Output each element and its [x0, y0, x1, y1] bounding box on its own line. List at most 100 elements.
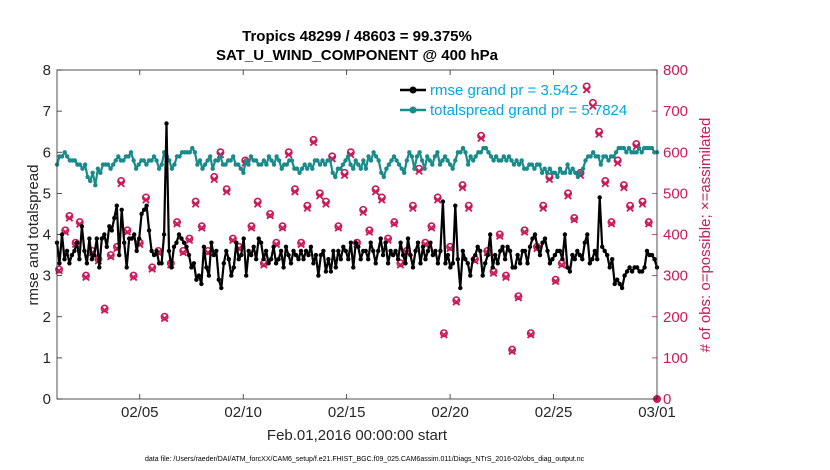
- spread-point: [271, 162, 277, 167]
- spread-point: [427, 158, 432, 163]
- rmse-point: [600, 244, 605, 249]
- rmse-point: [502, 257, 508, 262]
- spread-point: [113, 158, 118, 163]
- rmse-point: [146, 228, 152, 233]
- obs-possible-point: [278, 222, 287, 231]
- rmse-point: [425, 248, 431, 254]
- spread-point: [539, 170, 545, 175]
- rmse-point: [276, 257, 281, 262]
- rmse-point: [296, 257, 301, 262]
- y2-tick-label: 200: [663, 309, 688, 326]
- spread-point: [396, 162, 402, 167]
- rmse-point: [610, 257, 615, 262]
- rmse-point: [545, 248, 550, 254]
- spread-point: [570, 166, 575, 171]
- rmse-point: [465, 261, 470, 266]
- rmse-point: [189, 265, 194, 270]
- rmse-point: [298, 248, 304, 254]
- obs-possible-point: [452, 296, 461, 305]
- rmse-point: [557, 248, 563, 254]
- spread-point: [190, 145, 195, 151]
- rmse-point: [184, 244, 189, 249]
- rmse-point: [311, 261, 316, 266]
- obs-assimilated-point: [359, 208, 368, 217]
- rmse-point: [530, 236, 535, 241]
- spread-point: [259, 162, 264, 167]
- rmse-point: [505, 244, 510, 249]
- spread-point: [333, 174, 338, 180]
- rmse-point: [622, 273, 627, 278]
- rmse-point: [517, 261, 523, 266]
- rmse-point: [102, 232, 107, 237]
- spread-point: [399, 166, 404, 171]
- obs-assimilated-point: [526, 331, 535, 339]
- spread-point: [72, 158, 78, 163]
- rmse-point: [478, 248, 483, 254]
- rmse-point: [256, 236, 261, 241]
- obs-possible-point: [501, 271, 510, 280]
- spread-point: [624, 150, 629, 155]
- rmse-point: [572, 257, 577, 262]
- obs-possible-point: [390, 218, 399, 227]
- spread-point: [284, 162, 289, 167]
- obs-possible-point: [197, 222, 206, 231]
- y-tick-label: 7: [43, 103, 51, 120]
- spread-point: [519, 158, 524, 163]
- obs-assimilated-point: [607, 219, 616, 228]
- spread-point: [59, 154, 65, 159]
- rmse-series-layer: [54, 121, 660, 291]
- obs-assimilated-point: [322, 200, 330, 208]
- spread-point: [448, 162, 453, 167]
- obs-assimilated-point: [495, 232, 504, 240]
- rmse-point: [211, 252, 216, 258]
- spread-point: [202, 162, 208, 167]
- rmse-point: [390, 252, 396, 258]
- rmse-point: [286, 252, 291, 258]
- obs-assimilated-point: [582, 85, 591, 94]
- rmse-point: [84, 261, 90, 266]
- spread-point: [573, 170, 578, 175]
- obs-assimilated-point: [371, 187, 380, 196]
- x-tick-label: 02/20: [431, 404, 469, 421]
- spread-point: [200, 166, 205, 171]
- spread-point: [305, 166, 310, 171]
- rmse-point: [291, 248, 296, 254]
- rmse-point: [435, 261, 441, 266]
- rmse-point: [321, 248, 326, 254]
- obs-possible-point: [365, 226, 374, 235]
- rmse-point: [313, 252, 319, 258]
- rmse-point: [224, 248, 229, 254]
- rmse-point: [281, 265, 286, 270]
- spread-point: [241, 170, 246, 175]
- y-tick-label: 2: [43, 309, 51, 326]
- spread-point: [215, 158, 221, 163]
- y2-tick-label: 500: [663, 185, 688, 202]
- spread-point: [345, 154, 351, 159]
- rmse-point: [463, 257, 468, 262]
- rmse-point: [141, 207, 147, 212]
- spread-point: [299, 166, 305, 171]
- obs-possible-point: [272, 238, 281, 247]
- rmse-point: [642, 265, 647, 270]
- obs-assimilated-point: [197, 224, 206, 232]
- rmse-point: [458, 285, 463, 291]
- obs-possible-point: [106, 251, 115, 260]
- spread-point: [430, 162, 435, 167]
- rmse-point: [139, 211, 144, 217]
- obs-assimilated-point: [570, 215, 579, 224]
- spread-point: [95, 166, 101, 171]
- rmse-point: [400, 252, 406, 258]
- spread-point: [187, 150, 192, 155]
- spread-point: [499, 158, 504, 163]
- spread-point: [279, 166, 284, 171]
- obs-assimilated-point: [514, 293, 523, 302]
- rmse-point: [236, 257, 241, 262]
- rmse-point: [418, 261, 423, 266]
- spread-point: [491, 158, 496, 163]
- rmse-point: [368, 240, 373, 245]
- data-file-footnote: data file: /Users/raeder/DAI/ATM_forcXX/…: [145, 456, 585, 463]
- rmse-point: [612, 281, 617, 287]
- rmse-point: [423, 257, 428, 262]
- rmse-point: [326, 257, 331, 262]
- spread-point: [126, 154, 131, 159]
